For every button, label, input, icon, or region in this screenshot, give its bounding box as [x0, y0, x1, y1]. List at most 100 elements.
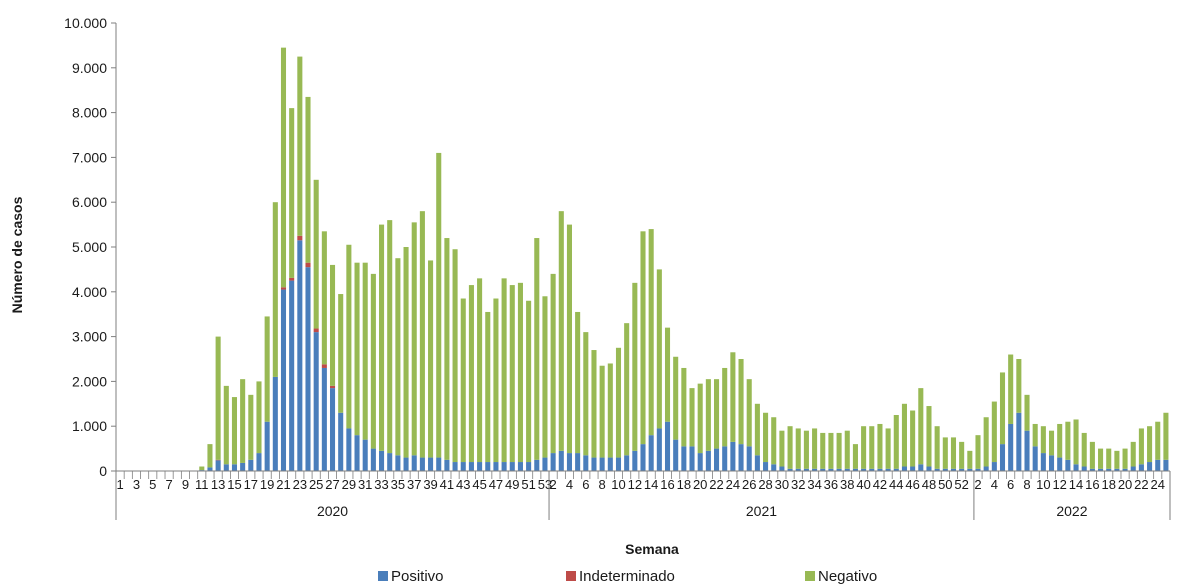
- bar-negativo: [379, 224, 385, 451]
- x-tick-label: 51: [521, 477, 535, 492]
- bar-negativo: [354, 262, 360, 436]
- bar-positivo: [918, 464, 924, 471]
- bar-positivo: [501, 462, 507, 471]
- bar-positivo: [444, 459, 450, 471]
- bar-positivo: [1163, 459, 1169, 471]
- bar-negativo: [1065, 421, 1071, 460]
- bar-positivo: [411, 455, 417, 471]
- y-tick-label: 2.000: [72, 373, 107, 389]
- bar-positivo: [771, 464, 777, 471]
- bar-negativo: [223, 385, 229, 465]
- y-axis: 0 1.000 2.000 3.000 4.000 5.000 6.000 7.000 8.00…: [64, 15, 117, 479]
- bar-negativo: [387, 220, 393, 454]
- bar-positivo: [787, 468, 793, 471]
- bar-negativo: [779, 430, 785, 467]
- bar-negativo: [795, 428, 801, 469]
- bar-negativo: [517, 282, 523, 463]
- x-tick-label: 13: [211, 477, 225, 492]
- bar-positivo: [566, 453, 572, 471]
- bar-positivo: [901, 466, 907, 471]
- bar-negativo: [493, 298, 499, 463]
- bar-negativo: [681, 367, 687, 447]
- bar-positivo: [1081, 466, 1087, 471]
- bar-negativo: [991, 401, 997, 463]
- bar-indeterminado: [280, 287, 287, 290]
- bar-indeterminado: [215, 459, 221, 461]
- x-tick-label: 6: [582, 477, 589, 492]
- bar-positivo: [820, 468, 826, 471]
- bar-negativo: [558, 211, 564, 451]
- bar-positivo: [1122, 468, 1128, 471]
- bar-positivo: [1130, 466, 1136, 471]
- bar-negativo: [844, 430, 850, 469]
- x-tick-label: 24: [1151, 477, 1165, 492]
- bar-positivo: [509, 462, 515, 471]
- bar-positivo: [517, 462, 523, 471]
- bar-negativo: [207, 444, 213, 468]
- bar-negativo: [746, 379, 752, 447]
- bar-positivo: [877, 468, 883, 471]
- bar-negativo: [803, 430, 809, 469]
- y-tick-label: 5.000: [72, 239, 107, 255]
- bar-positivo: [321, 367, 327, 471]
- bar-positivo: [861, 468, 867, 471]
- bar-negativo: [272, 202, 278, 377]
- bar-negativo: [1130, 441, 1136, 467]
- bar-positivo: [264, 421, 270, 471]
- bar-negativo: [509, 285, 515, 463]
- y-tick-label: 10.000: [64, 15, 107, 31]
- bar-negativo: [231, 397, 238, 465]
- x-tick-label: 18: [677, 477, 691, 492]
- x-tick-label: 41: [440, 477, 454, 492]
- bar-negativo: [346, 244, 352, 429]
- x-tick-label: 16: [660, 477, 674, 492]
- bar-positivo: [967, 468, 973, 471]
- bar-negativo: [975, 435, 981, 469]
- bar-negativo: [673, 356, 679, 440]
- y-tick-label: 0: [99, 463, 107, 479]
- bar-negativo: [910, 410, 916, 467]
- bar-negativo: [468, 285, 474, 463]
- bar-positivo: [436, 457, 442, 471]
- x-tick-label: 23: [293, 477, 307, 492]
- bar-negativo: [714, 379, 720, 449]
- bar-positivo: [730, 441, 736, 471]
- x-tick-label: 4: [991, 477, 998, 492]
- bar-negativo: [648, 229, 654, 436]
- bar-negativo: [542, 296, 548, 458]
- x-tick-label: 9: [182, 477, 189, 492]
- x-axis-title: Semana: [625, 541, 679, 557]
- bar-negativo: [583, 332, 589, 456]
- bar-indeterminado: [297, 235, 303, 241]
- bar-negativo: [754, 403, 760, 456]
- bar-negativo: [730, 352, 736, 442]
- bar-negativo: [771, 417, 777, 465]
- x-tick-label: 32: [791, 477, 805, 492]
- bar-negativo: [550, 273, 556, 454]
- x-tick-label: 15: [227, 477, 241, 492]
- bar-positivo: [697, 453, 703, 471]
- y-tick-label: 1.000: [72, 418, 107, 434]
- y-tick-label: 9.000: [72, 60, 107, 76]
- bar-negativo: [1098, 448, 1104, 469]
- bar-positivo: [1048, 455, 1055, 471]
- bar-negativo: [452, 249, 458, 463]
- x-tick-label: 22: [1134, 477, 1148, 492]
- bar-negativo: [370, 273, 376, 449]
- legend-swatch-indeterminado: [566, 571, 576, 581]
- bar-positivo: [558, 450, 564, 471]
- x-tick-label: 8: [599, 477, 606, 492]
- bar-positivo: [991, 462, 997, 471]
- bar-positivo: [223, 464, 229, 471]
- bar-negativo: [313, 179, 319, 329]
- bar-negativo: [934, 426, 940, 469]
- bar-positivo: [256, 453, 262, 471]
- bar-negativo: [395, 258, 401, 456]
- x-tick-label: 28: [758, 477, 772, 492]
- bar-negativo: [1008, 354, 1014, 424]
- bar-negativo: [1114, 450, 1120, 469]
- bar-negativo: [1122, 448, 1128, 469]
- y-tick-label: 6.000: [72, 194, 107, 210]
- bar-positivo: [370, 448, 376, 471]
- bars: [199, 47, 1169, 471]
